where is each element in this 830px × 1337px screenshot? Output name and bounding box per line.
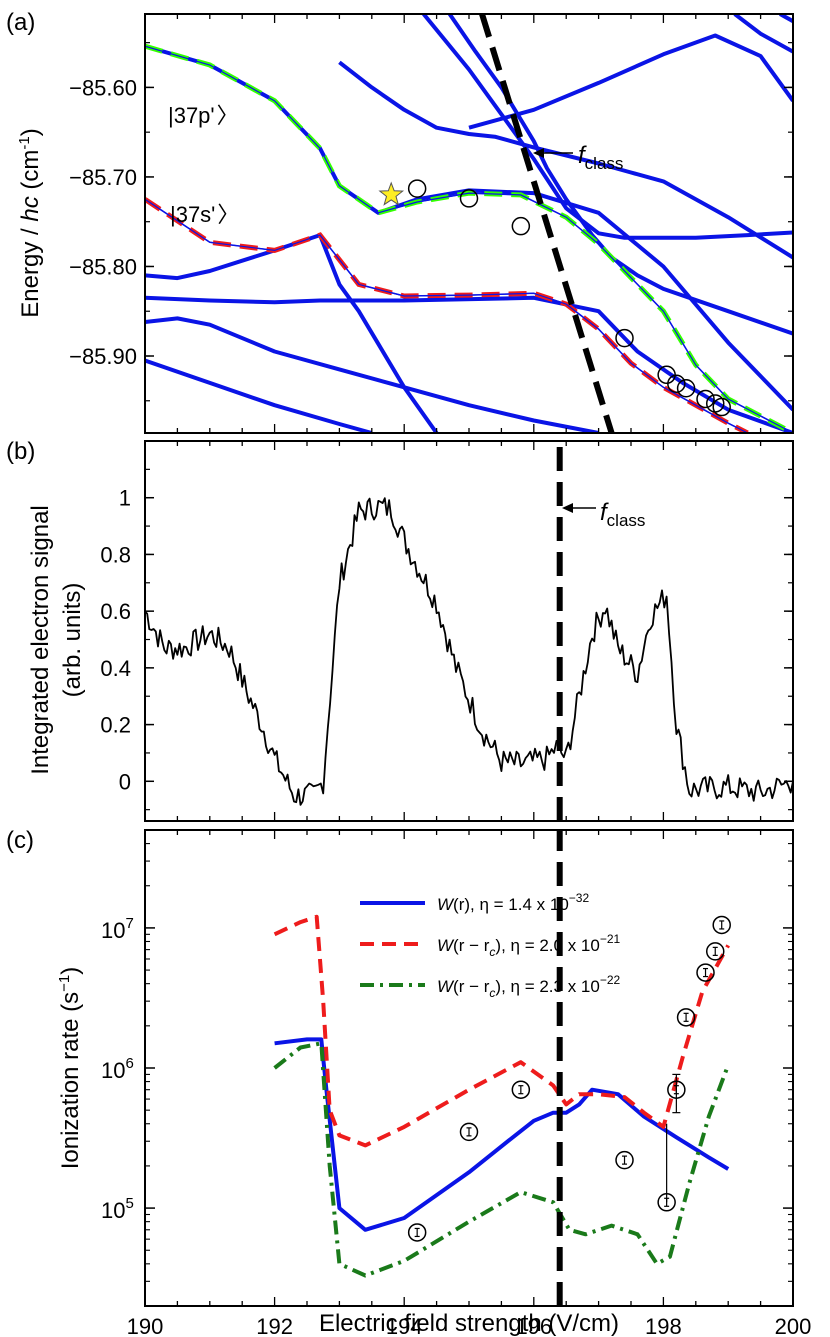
data-point-marker bbox=[676, 378, 696, 398]
x-axis-label: Electric field strength (V/cm) bbox=[319, 1310, 619, 1337]
y-tick-label: 105 bbox=[101, 1195, 134, 1223]
x-tick-label: 200 bbox=[775, 1314, 812, 1337]
panel-b: 0 0.2 0.4 0.6 0.8 1 (b) Integrated electron s… bbox=[6, 438, 794, 822]
measured-rate-marker bbox=[696, 963, 715, 982]
legend-entry-3: W(r − rc), η = 2.3 x 10−22 bbox=[437, 973, 621, 1000]
energy-level-curve bbox=[145, 44, 793, 412]
fclass-line-a bbox=[479, 14, 615, 433]
data-point-marker bbox=[511, 216, 531, 236]
measured-rate-marker bbox=[712, 915, 731, 935]
data-point-marker bbox=[696, 389, 715, 409]
energy-level-curve bbox=[145, 233, 439, 433]
rate-curve-W-r-rc-2.3e-22 bbox=[273, 1041, 731, 1278]
measured-rate-marker bbox=[676, 1008, 696, 1027]
x-tick-label: 196 bbox=[515, 1314, 552, 1337]
star-marker bbox=[378, 181, 405, 206]
x-tick-labels: 190 192 194 196 198 200 bbox=[127, 1314, 812, 1337]
panel-c-markers bbox=[407, 915, 731, 1242]
electron-signal-trace bbox=[145, 497, 793, 806]
energy-level-curve bbox=[145, 316, 599, 433]
y-tick-label: −85.80 bbox=[69, 254, 137, 279]
data-point-marker bbox=[459, 189, 479, 208]
energy-level-curve bbox=[447, 14, 793, 336]
panel-a-ylabel: Energy / hc (cm-1) bbox=[16, 128, 44, 317]
energy-curve-37s-centre bbox=[145, 198, 748, 433]
y-tick-label: 0 bbox=[119, 769, 131, 794]
state-label-37p: |37p'〉 bbox=[168, 103, 239, 128]
panel-a: −85.60 −85.70 −85.80 −85.90 (a) Energy / hc… bbox=[6, 9, 794, 434]
energy-level-curve bbox=[145, 295, 793, 433]
panel-c-axis-ticks: 105 106 107 bbox=[101, 829, 794, 1307]
rate-curve-W-r-rc-2e-21 bbox=[273, 914, 730, 1148]
panel-a-label: (a) bbox=[6, 9, 35, 36]
panel-c-label: (c) bbox=[6, 827, 34, 854]
energy-level-curve bbox=[468, 33, 793, 130]
panel-c-legend: W(r), η = 1.4 x 10−32 W(r − rc), η = 2.0… bbox=[360, 891, 621, 1000]
panel-c: 105 106 107 (c) Ionization rate (s−1) W(r)… bbox=[6, 827, 794, 1307]
energy-level-curve bbox=[338, 60, 793, 260]
y-tick-label: 0.8 bbox=[100, 542, 131, 567]
data-point-marker bbox=[667, 374, 686, 394]
x-tick-label: 194 bbox=[386, 1314, 423, 1337]
panel-a-axis-ticks: −85.60 −85.70 −85.80 −85.90 bbox=[69, 14, 794, 433]
panel-b-ylabel-line2: (arb. units) bbox=[59, 583, 86, 698]
fclass-annotation-a: fclass bbox=[533, 142, 623, 173]
panel-b-ylabel-line1: Integrated electron signal bbox=[27, 505, 54, 775]
energy-level-curve bbox=[145, 358, 373, 433]
data-point-marker bbox=[407, 179, 427, 198]
y-tick-label: −85.60 bbox=[69, 75, 137, 100]
legend-entry-1: W(r), η = 1.4 x 10−32 bbox=[437, 891, 589, 914]
x-tick-label: 190 bbox=[127, 1314, 164, 1337]
energy-level-curve bbox=[779, 14, 793, 23]
energy-curve-37p-centre bbox=[145, 45, 793, 433]
panel-c-ylabel: Ionization rate (s−1) bbox=[56, 967, 84, 1170]
state-label-37s: |37s'〉 bbox=[170, 202, 239, 227]
y-tick-label: 0.6 bbox=[100, 599, 131, 624]
energy-level-curve bbox=[422, 14, 793, 240]
panel-b-plot bbox=[145, 441, 793, 821]
measured-rate-marker bbox=[459, 1122, 479, 1142]
y-tick-label: 107 bbox=[101, 915, 134, 943]
measured-rate-marker bbox=[407, 1223, 427, 1242]
panel-a-markers bbox=[378, 179, 731, 417]
measured-rate-marker bbox=[615, 1150, 634, 1170]
panel-c-plot bbox=[273, 830, 731, 1306]
energy-level-curve bbox=[733, 14, 793, 54]
y-tick-label: 0.4 bbox=[100, 656, 131, 681]
panel-b-axis-ticks: 0 0.2 0.4 0.6 0.8 1 bbox=[100, 441, 794, 821]
x-tick-label: 198 bbox=[645, 1314, 682, 1337]
panel-a-plot bbox=[145, 14, 793, 433]
y-tick-label: 106 bbox=[101, 1055, 134, 1083]
svg-text:fclass: fclass bbox=[578, 142, 623, 173]
fclass-annotation-b: fclass bbox=[562, 499, 645, 530]
y-tick-label: −85.90 bbox=[69, 344, 137, 369]
x-tick-label: 192 bbox=[256, 1314, 293, 1337]
panel-b-frame bbox=[144, 440, 794, 822]
y-tick-label: 0.2 bbox=[100, 713, 131, 738]
svg-text:fclass: fclass bbox=[600, 499, 645, 530]
measured-rate-marker bbox=[705, 942, 725, 961]
y-tick-label: −85.70 bbox=[69, 165, 137, 190]
data-point-marker bbox=[712, 397, 731, 417]
y-tick-label: 1 bbox=[119, 486, 131, 511]
data-point-marker bbox=[615, 328, 634, 348]
panel-a-frame bbox=[144, 13, 794, 434]
panel-b-label: (b) bbox=[6, 438, 35, 465]
legend-entry-2: W(r − rc), η = 2.0 x 10−21 bbox=[437, 932, 621, 959]
measured-rate-marker bbox=[511, 1080, 531, 1099]
